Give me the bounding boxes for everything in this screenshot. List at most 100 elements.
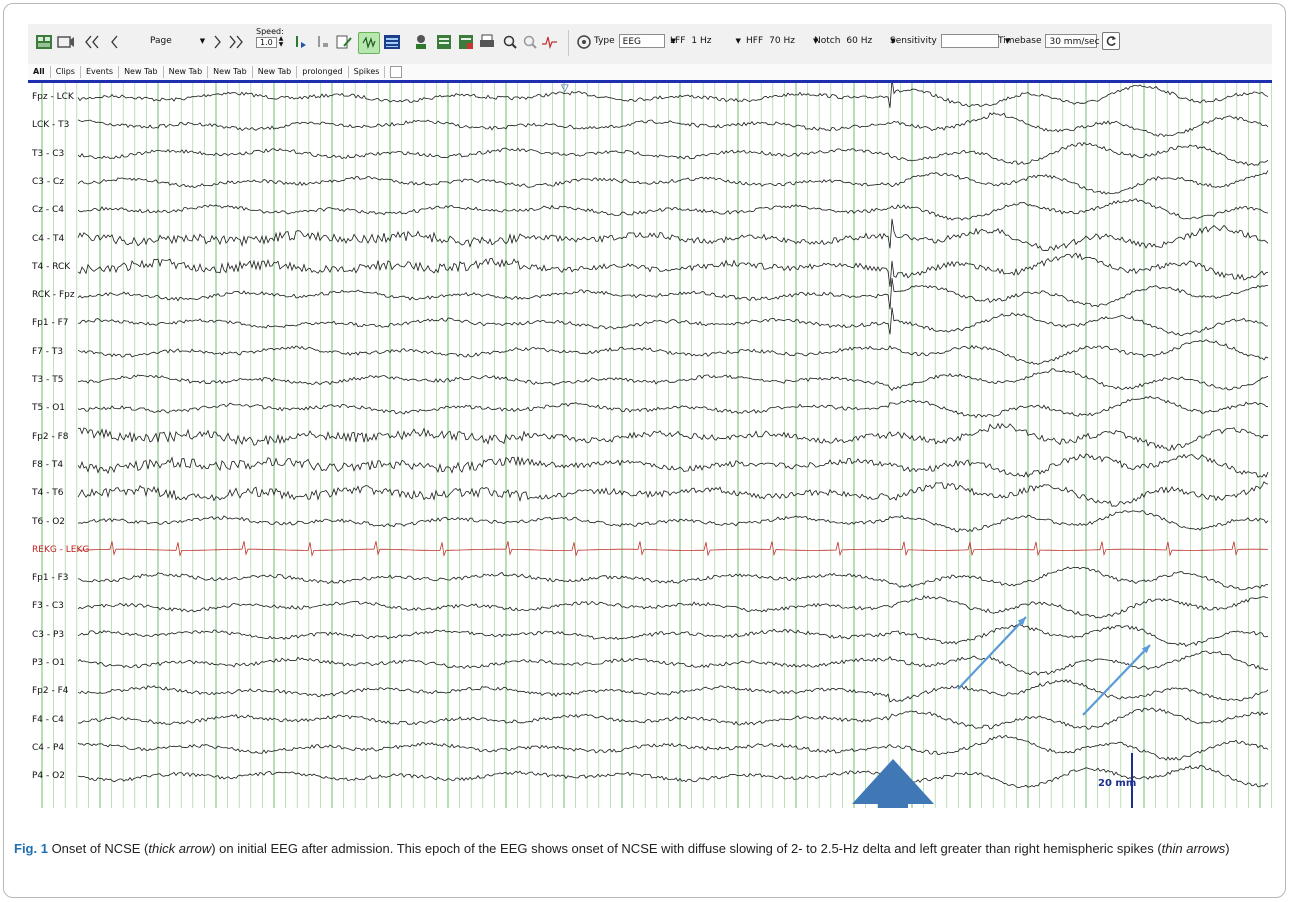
eeg-trace [77, 453, 1269, 478]
channel-label: T4 - T6 [32, 488, 64, 499]
channel-label: RCK - Fpz [32, 290, 75, 301]
hff-dropdown[interactable]: HFF 70 Hz ▼ [746, 33, 818, 49]
channel-label: Fp1 - F7 [32, 318, 69, 329]
lff-dropdown[interactable]: LFF 1 Hz ▼ [670, 33, 741, 49]
remove-event-icon[interactable] [312, 32, 332, 52]
toolbar-separator [568, 30, 569, 56]
zoom-out-icon[interactable] [520, 32, 540, 52]
spectrum-icon[interactable] [382, 32, 402, 52]
refresh-icon[interactable] [1102, 32, 1120, 50]
page-dropdown[interactable]: Page ▼ [150, 33, 205, 49]
add-event-icon[interactable] [290, 32, 310, 52]
eeg-trace [77, 83, 1269, 108]
type-select[interactable]: EEG [618, 34, 665, 48]
caption-text-1: Onset of NCSE ( [47, 841, 149, 856]
thin-arrow-icon [1082, 644, 1151, 716]
speed-input[interactable]: 1.0 [256, 36, 277, 48]
edit-montage-icon[interactable] [334, 32, 354, 52]
eeg-trace [77, 765, 1269, 789]
left-arrow-icon[interactable] [104, 32, 124, 52]
toolbar: Page ▼ Speed: 1.0 ▲ ▼ Type EEG ▼ LFF 1 Hz… [28, 24, 1272, 65]
type-dropdown[interactable]: Type EEG ▼ [594, 33, 676, 49]
thin-arrow-head-icon [1017, 617, 1026, 626]
notch-select[interactable]: 60 Hz [846, 36, 873, 46]
tab-new-1[interactable]: New Tab [119, 66, 164, 78]
lff-label: LFF [670, 36, 686, 46]
eeg-trace [77, 650, 1269, 676]
lff-select[interactable]: 1 Hz [691, 36, 712, 46]
eeg-trace [77, 678, 1269, 703]
eeg-trace [77, 339, 1269, 365]
patient-icon[interactable] [412, 32, 432, 52]
timebase-dropdown[interactable]: Timebase 30 mm/sec ▼ [998, 33, 1109, 49]
eeg-trace [77, 368, 1269, 391]
trace-view-icon[interactable] [358, 32, 380, 54]
tab-spikes[interactable]: Spikes [349, 66, 386, 78]
tab-new-2[interactable]: New Tab [164, 66, 209, 78]
speed-control[interactable]: Speed: 1.0 ▲ ▼ [256, 27, 284, 48]
channel-label: C4 - P4 [32, 742, 65, 753]
time-marker-icon[interactable]: ▽ [561, 83, 569, 94]
figure-caption: Fig. 1 Onset of NCSE (thick arrow) on in… [14, 840, 1274, 858]
sensitivity-label: Sensitivity [890, 36, 937, 46]
channel-label: T3 - T5 [32, 375, 64, 385]
zoom-in-icon[interactable] [500, 32, 520, 52]
sensitivity-select[interactable] [940, 34, 999, 48]
channel-label: C3 - P3 [32, 629, 65, 640]
channel-label: T4 - RCK [32, 261, 71, 272]
eeg-trace [77, 218, 1269, 252]
eeg-trace [77, 624, 1269, 647]
settings-icon[interactable] [574, 32, 594, 52]
tab-prolonged[interactable]: prolonged [297, 66, 349, 78]
channel-label: REKG - LEKG [32, 544, 90, 555]
notch-dropdown[interactable]: Notch 60 Hz ▼ [814, 33, 896, 49]
spike-detect-icon[interactable] [540, 32, 560, 52]
channel-label: T6 - O2 [32, 516, 66, 527]
channel-label: P3 - O1 [32, 658, 65, 668]
page-label: Page [150, 36, 172, 46]
scale-label: 20 mm [1098, 778, 1137, 789]
double-left-arrow-icon[interactable] [82, 32, 102, 52]
report-icon[interactable] [434, 32, 454, 52]
tab-all[interactable]: All [28, 66, 51, 78]
notch-label: Notch [814, 36, 841, 46]
channel-label: Fp2 - F8 [32, 431, 69, 442]
eeg-trace [77, 198, 1269, 221]
tab-clips[interactable]: Clips [51, 66, 81, 78]
montage-icon[interactable] [34, 32, 54, 52]
tab-bar: All Clips Events New Tab New Tab New Tab… [28, 64, 1272, 81]
tab-new-3[interactable]: New Tab [208, 66, 253, 78]
channel-label: F3 - C3 [32, 601, 64, 612]
eeg-trace [77, 595, 1269, 619]
chevron-down-icon: ▼ [199, 37, 206, 45]
eeg-trace [77, 307, 1269, 337]
thick-arrow-icon [852, 759, 934, 808]
new-tab-icon[interactable] [390, 66, 403, 78]
caption-fig-label: Fig. 1 [14, 841, 48, 856]
video-icon[interactable] [56, 32, 76, 52]
eeg-traces [41, 83, 1272, 808]
eeg-trace [77, 707, 1269, 730]
channel-label: P4 - O2 [32, 771, 65, 782]
sensitivity-dropdown[interactable]: Sensitivity ▼ [890, 33, 1010, 49]
tab-new-4[interactable]: New Tab [253, 66, 298, 78]
speed-label: Speed: [256, 27, 284, 36]
print-icon[interactable] [478, 32, 498, 52]
report-edit-icon[interactable] [456, 32, 476, 52]
double-right-arrow-icon[interactable] [226, 32, 246, 52]
timebase-select[interactable]: 30 mm/sec [1045, 34, 1100, 48]
scale-bar [1131, 753, 1133, 808]
eeg-trace [77, 170, 1269, 195]
eeg-top-bar [28, 80, 1272, 83]
tab-events[interactable]: Events [81, 66, 120, 78]
speed-spinner-icon[interactable]: ▲ ▼ [278, 35, 284, 48]
eeg-trace [77, 510, 1269, 533]
chevron-down-icon: ▼ [735, 37, 741, 45]
eeg-trace-panel[interactable]: ▽ Fpz - LCK LCK - T3 T3 - C3 C3 - Cz Cz - C4… [28, 80, 1272, 808]
channel-label: Fp1 - F3 [32, 573, 69, 584]
chevron-down-icon: ▼ [812, 37, 819, 45]
eeg-trace [77, 278, 1268, 310]
right-arrow-icon[interactable] [208, 32, 228, 52]
hff-select[interactable]: 70 Hz [769, 36, 795, 46]
caption-text-3: ) [1225, 841, 1230, 856]
